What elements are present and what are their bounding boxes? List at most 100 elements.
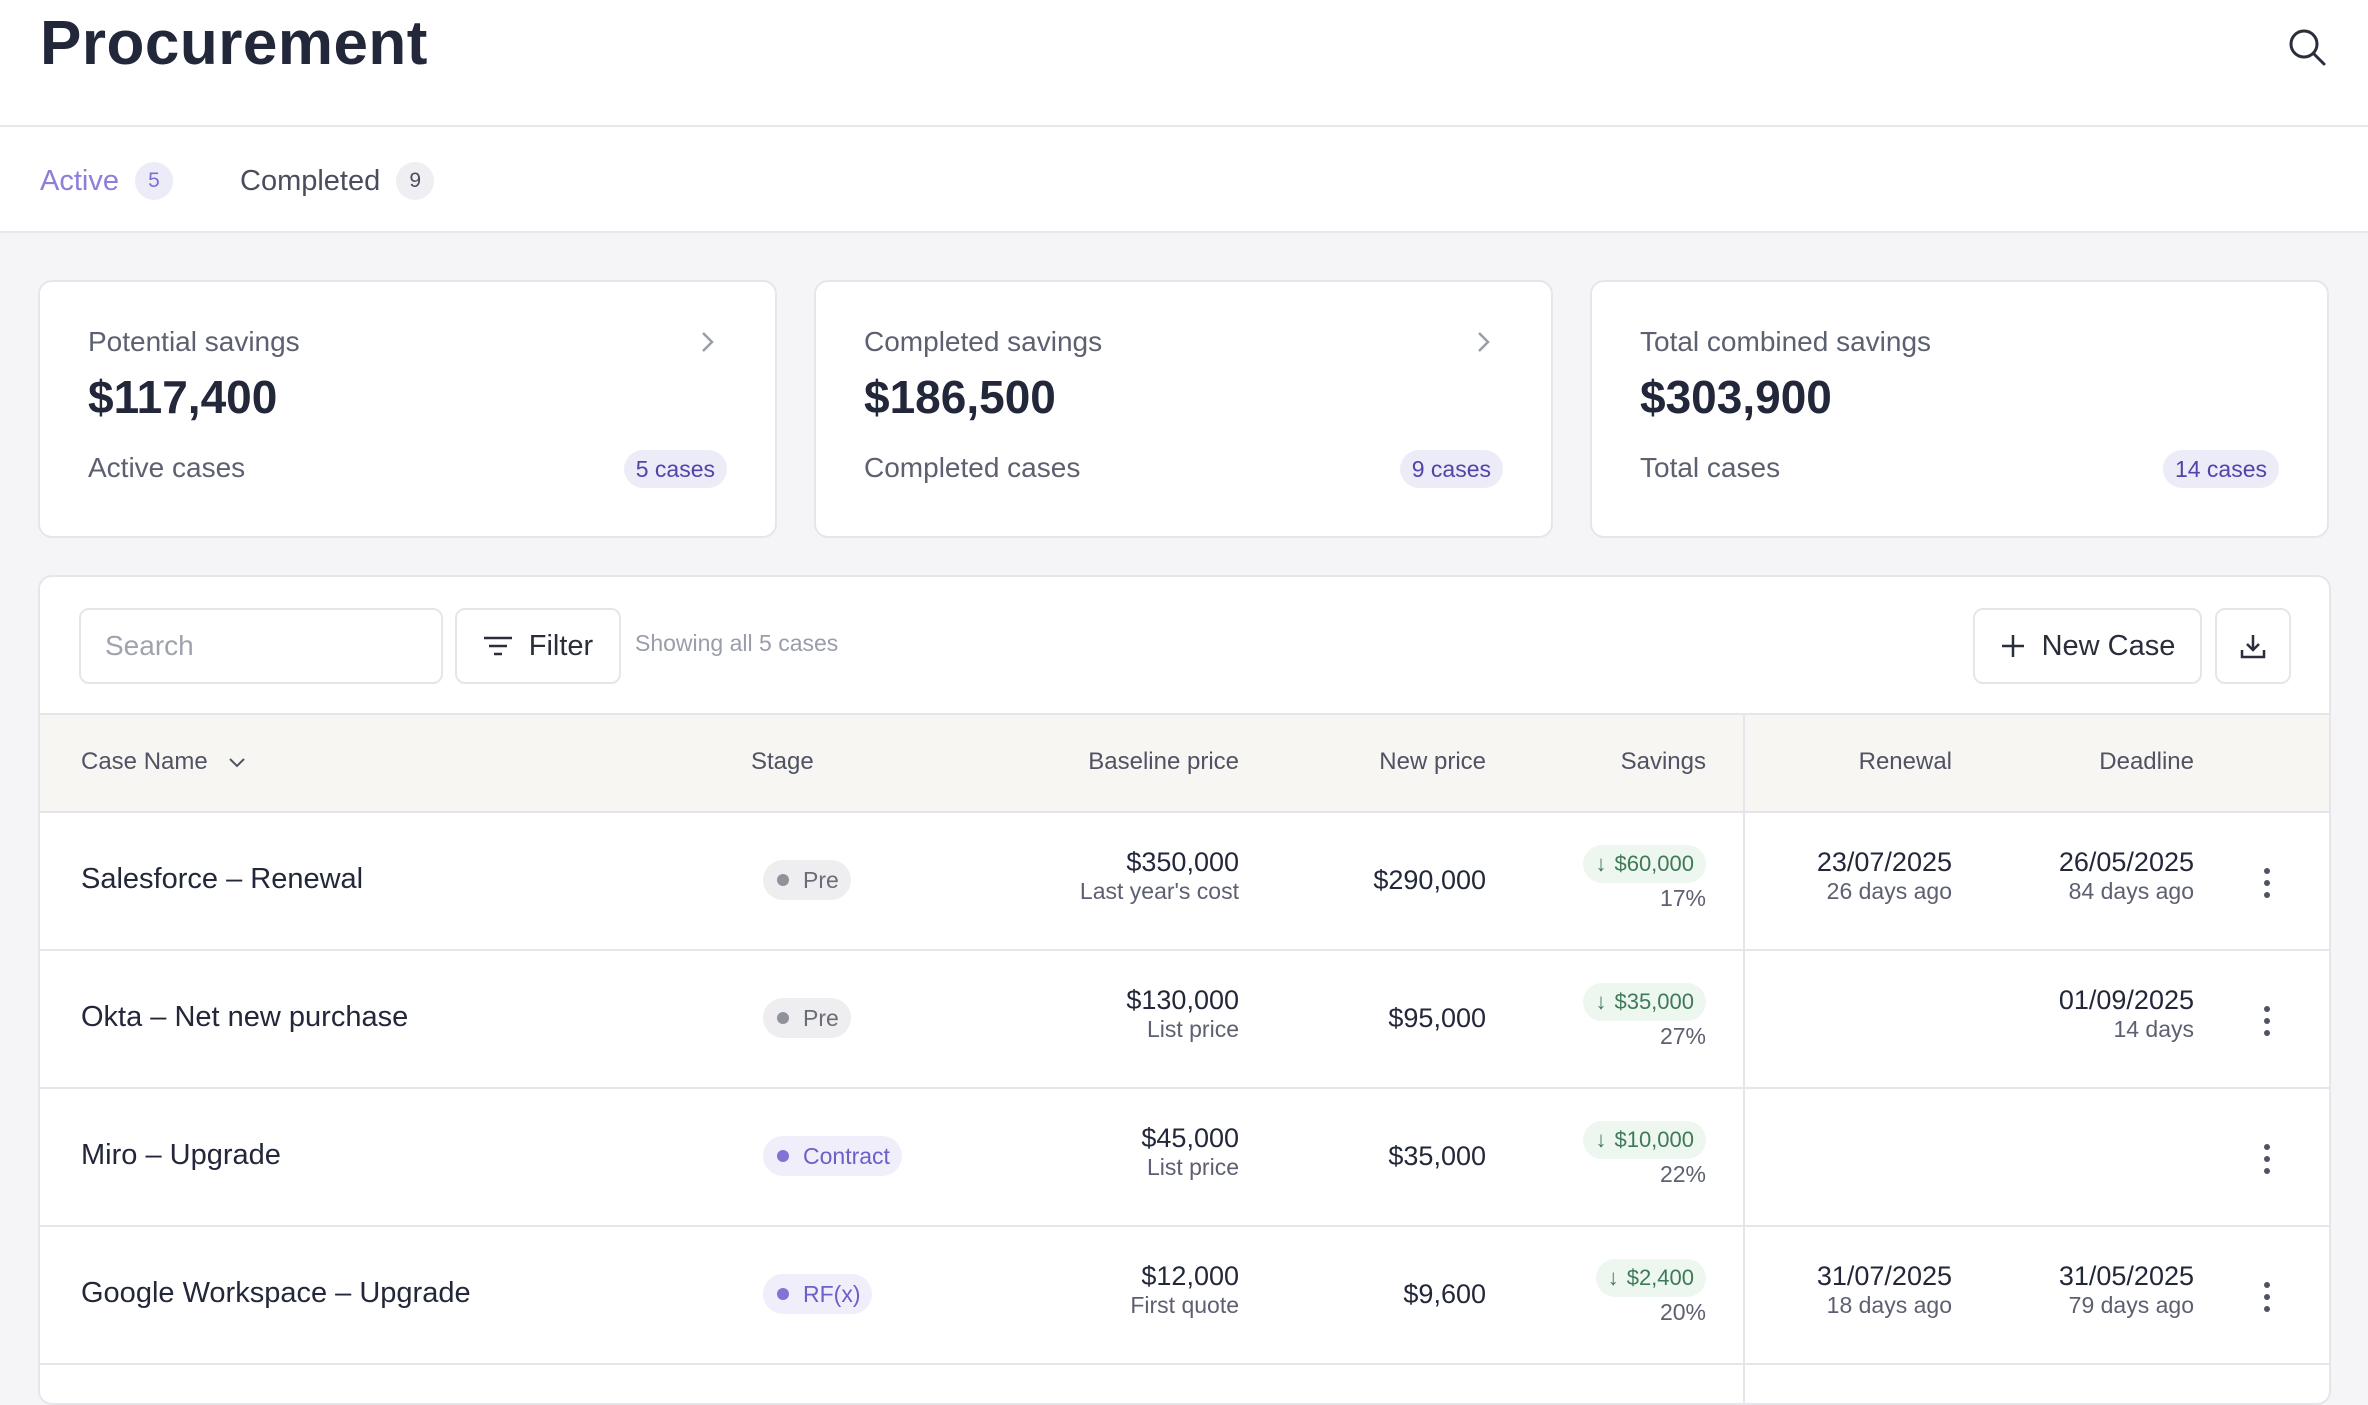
table-row[interactable]: Okta – Net new purchase Pre $130,000 Lis… xyxy=(40,951,2329,1089)
savings-badge: ↓ $10,000 xyxy=(1583,1121,1706,1159)
card-value: $117,400 xyxy=(88,371,278,423)
download-button[interactable] xyxy=(2215,608,2291,684)
arrow-down-icon: ↓ xyxy=(1595,851,1607,876)
potential-savings-card[interactable]: Potential savings $117,400 Active cases … xyxy=(38,280,777,538)
card-sub-label: Total cases xyxy=(1640,452,1781,483)
baseline-note: List price xyxy=(1146,1154,1239,1180)
baseline-price: $45,000 xyxy=(1141,1123,1239,1153)
renewal-cell: 23/07/2025 26 days ago xyxy=(1817,847,1952,905)
tab-bar: Active 5 Completed 9 xyxy=(0,127,2368,233)
filter-button[interactable]: Filter xyxy=(455,608,621,684)
tab-completed[interactable]: Completed 9 xyxy=(240,159,435,203)
tab-active[interactable]: Active 5 xyxy=(40,159,173,203)
total-savings-card: Total combined savings $303,900 Total ca… xyxy=(1590,280,2329,538)
page-title: Procurement xyxy=(40,9,428,78)
stage-label: Pre xyxy=(803,1004,839,1031)
case-name[interactable]: Salesforce – Renewal xyxy=(81,863,364,895)
savings-amount: $10,000 xyxy=(1614,1127,1694,1152)
arrow-down-icon: ↓ xyxy=(1607,1265,1619,1290)
table-row[interactable]: Salesforce – Renewal Pre $350,000 Last y… xyxy=(40,813,2329,951)
renewal-date: 31/07/2025 xyxy=(1816,1261,1952,1291)
baseline-note: List price xyxy=(1146,1016,1239,1042)
deadline-cell: 31/05/2025 79 days ago xyxy=(2059,1261,2194,1319)
column-header-savings: Savings xyxy=(1620,748,1706,775)
deadline-date: 31/05/2025 xyxy=(2058,1261,2194,1291)
renewal-cell: 31/07/2025 18 days ago xyxy=(1817,1261,1952,1319)
column-divider xyxy=(1743,715,1745,1403)
savings-percent: 22% xyxy=(1659,1161,1706,1187)
cases-count-badge: 9 cases xyxy=(1399,450,1503,488)
renewal-date: 23/07/2025 xyxy=(1816,847,1952,877)
card-value: $303,900 xyxy=(1640,371,1832,423)
download-icon xyxy=(2240,635,2266,659)
column-header-new-price: New price xyxy=(1379,748,1486,775)
cases-count-badge: 14 cases xyxy=(2162,450,2279,488)
baseline-cell: $45,000 List price xyxy=(1141,1123,1239,1181)
savings-percent: 27% xyxy=(1659,1023,1706,1049)
table-row[interactable]: Miro – Upgrade Contract $45,000 List pri… xyxy=(40,1089,2329,1227)
savings-percent: 20% xyxy=(1659,1299,1706,1325)
deadline-date: 01/09/2025 xyxy=(2058,985,2194,1015)
case-name[interactable]: Google Workspace – Upgrade xyxy=(81,1277,471,1309)
baseline-note: Last year's cost xyxy=(1079,878,1239,904)
savings-badge: ↓ $60,000 xyxy=(1583,845,1706,883)
plus-icon xyxy=(2001,635,2024,657)
card-sub-label: Active cases xyxy=(88,452,246,483)
baseline-note: First quote xyxy=(1130,1292,1239,1318)
new-price: $35,000 xyxy=(1388,1141,1486,1171)
column-label: Case Name xyxy=(81,748,208,775)
card-label: Completed savings xyxy=(864,326,1103,357)
savings-amount: $60,000 xyxy=(1614,851,1694,876)
table-row[interactable]: Google Workspace – Upgrade RF(x) $12,000… xyxy=(40,1227,2329,1365)
card-sub-label: Completed cases xyxy=(864,452,1081,483)
column-header-deadline: Deadline xyxy=(2099,748,2194,775)
case-name[interactable]: Okta – Net new purchase xyxy=(81,1001,409,1033)
renewal-note: 18 days ago xyxy=(1826,1292,1952,1318)
chevron-right-icon[interactable] xyxy=(1469,328,1497,356)
column-header-renewal: Renewal xyxy=(1858,748,1952,775)
savings-badge: ↓ $35,000 xyxy=(1583,983,1706,1021)
showing-count-text: Showing all 5 cases xyxy=(635,630,839,656)
tab-count-badge: 9 xyxy=(396,162,435,200)
stage-badge: RF(x) xyxy=(763,1274,873,1314)
deadline-note: 84 days ago xyxy=(2068,878,2194,904)
arrow-down-icon: ↓ xyxy=(1595,1127,1607,1152)
stage-badge: Contract xyxy=(763,1136,902,1176)
new-case-button[interactable]: New Case xyxy=(1973,608,2202,684)
savings-badge: ↓ $2,400 xyxy=(1595,1259,1706,1297)
savings-cell: ↓ $60,000 17% xyxy=(1583,845,1706,912)
renewal-note: 26 days ago xyxy=(1826,878,1952,904)
column-header-stage: Stage xyxy=(751,748,814,775)
filter-label: Filter xyxy=(528,629,594,662)
savings-amount: $35,000 xyxy=(1614,989,1694,1014)
new-price: $9,600 xyxy=(1403,1279,1486,1309)
baseline-price: $350,000 xyxy=(1126,847,1239,877)
more-vertical-icon[interactable] xyxy=(2261,1279,2273,1315)
deadline-note: 79 days ago xyxy=(2068,1292,2194,1318)
deadline-date: 26/05/2025 xyxy=(2058,847,2194,877)
more-vertical-icon[interactable] xyxy=(2261,1003,2273,1039)
stage-label: RF(x) xyxy=(803,1280,861,1307)
more-vertical-icon[interactable] xyxy=(2261,1141,2273,1177)
case-name[interactable]: Miro – Upgrade xyxy=(81,1139,281,1171)
chevron-right-icon[interactable] xyxy=(693,328,721,356)
baseline-price: $12,000 xyxy=(1141,1261,1239,1291)
card-value: $186,500 xyxy=(864,371,1056,423)
chevron-down-icon xyxy=(229,758,245,768)
new-price: $95,000 xyxy=(1388,1003,1486,1033)
search-input[interactable] xyxy=(79,608,443,684)
completed-savings-card[interactable]: Completed savings $186,500 Completed cas… xyxy=(814,280,1553,538)
column-header-case-name[interactable]: Case Name xyxy=(81,748,248,776)
arrow-down-icon: ↓ xyxy=(1595,989,1607,1014)
stage-badge: Pre xyxy=(763,998,851,1038)
stage-label: Pre xyxy=(803,866,839,893)
baseline-cell: $350,000 Last year's cost xyxy=(1080,847,1239,905)
savings-cell: ↓ $2,400 20% xyxy=(1595,1259,1706,1326)
search-icon[interactable] xyxy=(2284,24,2332,72)
card-label: Total combined savings xyxy=(1640,326,1932,357)
savings-cell: ↓ $35,000 27% xyxy=(1583,983,1706,1050)
new-price: $290,000 xyxy=(1373,865,1486,895)
stage-dot xyxy=(777,874,789,886)
more-vertical-icon[interactable] xyxy=(2261,865,2273,901)
baseline-cell: $130,000 List price xyxy=(1126,985,1239,1043)
